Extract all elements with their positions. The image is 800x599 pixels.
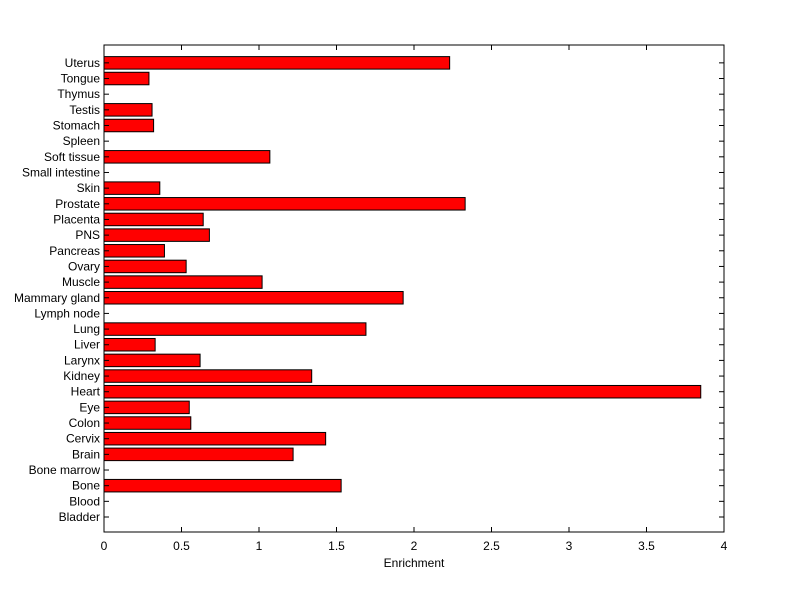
y-tick-label: Bone marrow bbox=[29, 463, 101, 477]
bar-skin bbox=[103, 181, 161, 195]
bar-bone bbox=[103, 478, 342, 493]
y-tick-label: Prostate bbox=[55, 197, 100, 211]
x-tick-label: 2 bbox=[411, 539, 418, 553]
bar-cervix bbox=[103, 431, 327, 446]
x-tick-label: 4 bbox=[721, 539, 728, 553]
x-tick-labels: 0 0.5 1 1.5 2 2.5 3 3.5 4 bbox=[101, 539, 728, 553]
bar-testis bbox=[103, 103, 153, 117]
y-tick-label: Larynx bbox=[64, 353, 100, 367]
bar-colon bbox=[103, 416, 192, 430]
y-tick-label: Testis bbox=[69, 103, 100, 117]
y-tick-label: Brain bbox=[72, 447, 100, 461]
bar-muscle bbox=[103, 275, 263, 289]
bar-heart bbox=[103, 384, 702, 399]
x-tick-label: 3 bbox=[566, 539, 573, 553]
y-tick-label: Pancreas bbox=[49, 244, 100, 258]
bar-kidney bbox=[103, 369, 313, 383]
y-tick-label: Soft tissue bbox=[44, 150, 100, 164]
x-axis-label: Enrichment bbox=[384, 556, 445, 570]
y-tick-label: Bladder bbox=[59, 510, 100, 524]
y-tick-label: Eye bbox=[79, 400, 100, 414]
y-tick-label: Placenta bbox=[53, 212, 100, 226]
x-tick-label: 1 bbox=[256, 539, 263, 553]
bar-prostate bbox=[103, 197, 466, 211]
y-tick-label: Blood bbox=[69, 494, 100, 508]
bar-stomach bbox=[103, 118, 155, 133]
y-tick-label: Bone bbox=[72, 479, 100, 493]
y-tick-label: Skin bbox=[77, 181, 100, 195]
y-tick-label: Cervix bbox=[66, 432, 100, 446]
bar-placenta bbox=[103, 212, 204, 227]
y-tick-label: Uterus bbox=[65, 56, 100, 70]
x-tick-label: 1.5 bbox=[328, 539, 345, 553]
y-tick-label: Spleen bbox=[63, 134, 100, 148]
bar-liver bbox=[103, 337, 156, 352]
bar-lung bbox=[103, 322, 367, 336]
bar-pns bbox=[103, 228, 210, 242]
bar-brain bbox=[103, 447, 294, 462]
y-tick-label: Tongue bbox=[61, 72, 101, 86]
y-tick-label: Thymus bbox=[57, 87, 100, 101]
x-tick-label: 3.5 bbox=[638, 539, 655, 553]
y-tick-label: Small intestine bbox=[22, 165, 100, 179]
y-tick-label: PNS bbox=[75, 228, 100, 242]
y-tick-label: Heart bbox=[71, 385, 101, 399]
bar-soft-tissue bbox=[103, 150, 271, 164]
bar-ovary bbox=[103, 259, 187, 274]
x-tick-label: 0 bbox=[101, 539, 108, 553]
y-tick-label: Mammary gland bbox=[14, 291, 100, 305]
y-tick-label: Colon bbox=[69, 416, 100, 430]
bar-pancreas bbox=[103, 244, 165, 258]
y-tick-label: Lymph node bbox=[34, 306, 100, 320]
bar-uterus bbox=[103, 56, 451, 70]
y-tick-label: Stomach bbox=[53, 119, 100, 133]
ticks-layer bbox=[103, 45, 725, 532]
bar-eye bbox=[103, 400, 190, 415]
y-tick-label: Kidney bbox=[63, 369, 100, 383]
y-tick-label: Lung bbox=[73, 322, 100, 336]
y-tick-label: Muscle bbox=[62, 275, 100, 289]
bar-larynx bbox=[103, 353, 201, 368]
y-tick-label: Ovary bbox=[68, 259, 100, 273]
x-tick-label: 2.5 bbox=[483, 539, 500, 553]
y-tick-label: Liver bbox=[74, 338, 100, 352]
bar-mammary-gland bbox=[103, 291, 404, 305]
bar-tongue bbox=[103, 71, 150, 86]
x-tick-label: 0.5 bbox=[173, 539, 190, 553]
